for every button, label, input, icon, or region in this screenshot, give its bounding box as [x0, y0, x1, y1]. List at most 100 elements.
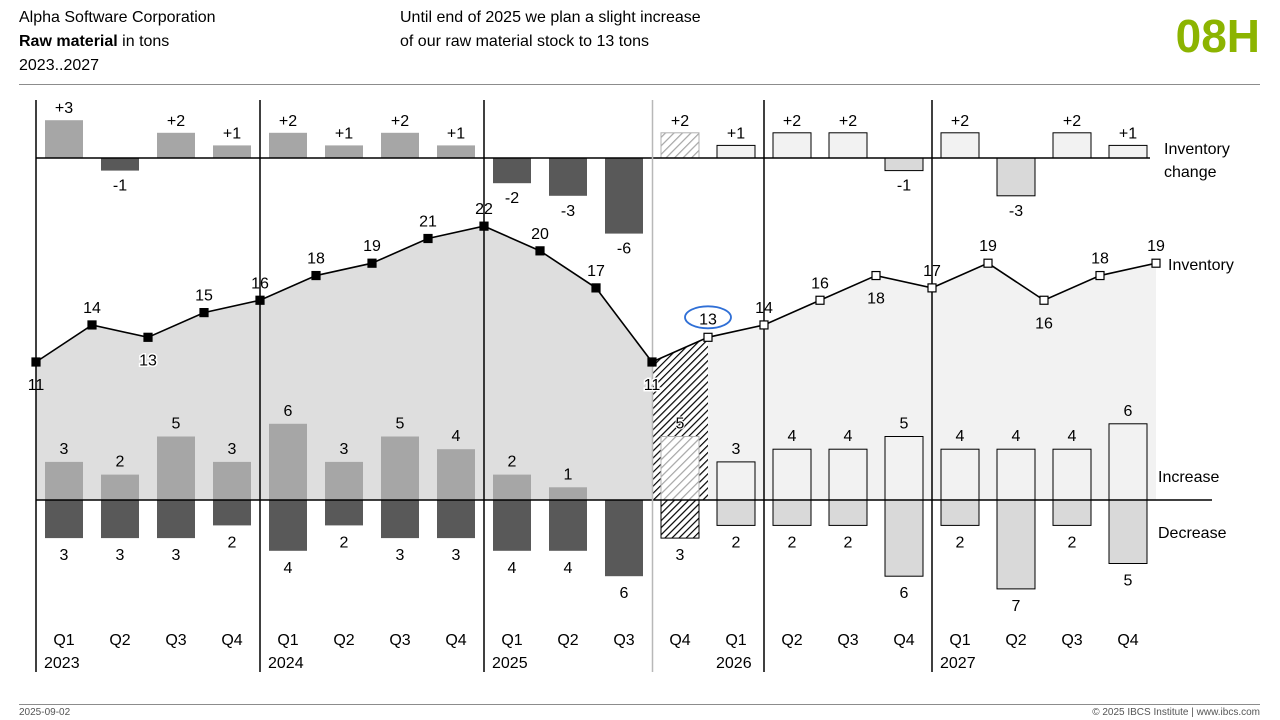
decrease-label: 3 [172, 547, 181, 564]
legend-inventory-change-1: Inventory [1164, 141, 1230, 158]
quarter-label: Q3 [1061, 632, 1082, 649]
inventory-label: 19 [363, 238, 381, 255]
increase-label: 5 [396, 416, 405, 433]
inventory-marker [255, 295, 265, 305]
year-label: 2027 [940, 655, 976, 672]
legend: Inventory change Inventory Increase Decr… [1158, 141, 1234, 542]
decrease-label: 2 [1068, 534, 1077, 551]
change-label: +2 [279, 113, 297, 130]
decrease-label: 2 [732, 534, 741, 551]
decrease-label: 3 [116, 547, 125, 564]
increase-bar [884, 436, 924, 501]
quarter-label: Q3 [613, 632, 634, 649]
inventory-change-bar [940, 132, 980, 159]
change-label: +1 [727, 125, 745, 142]
quarter-label: Q2 [781, 632, 802, 649]
decrease-label: 3 [452, 547, 461, 564]
change-label: +1 [447, 125, 465, 142]
increase-bar [325, 461, 363, 500]
inventory-label: 14 [755, 300, 773, 317]
inventory-label: 13 [139, 352, 157, 369]
inventory-marker [367, 258, 377, 268]
increase-label: 4 [452, 428, 461, 445]
inventory-marker [759, 320, 769, 330]
axes [35, 100, 1212, 672]
decrease-bar [772, 499, 812, 526]
inventory-label: 16 [251, 275, 269, 292]
legend-decrease: Decrease [1158, 525, 1227, 542]
year-label: 2024 [268, 655, 304, 672]
company-name: Alpha Software Corporation [19, 9, 216, 26]
inventory-marker [87, 320, 97, 330]
inventory-label: 17 [923, 263, 941, 280]
increase-label: 5 [172, 416, 181, 433]
change-label: +2 [839, 113, 857, 130]
inventory-marker [311, 270, 321, 281]
inventory-change-bar [996, 157, 1036, 197]
inventory-change-bar [884, 157, 924, 172]
increase-bar [213, 461, 251, 500]
quarter-label: Q4 [1117, 632, 1138, 649]
increase-label: 4 [1068, 428, 1077, 445]
change-label: +3 [55, 100, 73, 117]
increase-label: 2 [508, 454, 517, 471]
decrease-bar [605, 500, 643, 577]
quarter-label: Q2 [109, 632, 130, 649]
inventory-label: 22 [475, 201, 493, 218]
decrease-label: 6 [900, 585, 909, 602]
increase-label: 6 [284, 403, 293, 420]
inventory-change-bar [325, 145, 363, 158]
inventory-marker [815, 295, 825, 305]
change-label: -2 [505, 190, 519, 207]
inventory-label: 18 [1091, 251, 1109, 268]
inventory-label: 17 [587, 263, 605, 280]
footer-rule [19, 704, 1260, 705]
inventory-marker [31, 357, 41, 367]
measure-name: Raw material [19, 33, 118, 50]
decrease-bar [996, 499, 1036, 590]
quarter-label: Q2 [1005, 632, 1026, 649]
inventory-label: 18 [307, 251, 325, 268]
inventory-marker [591, 283, 601, 293]
decrease-label: 7 [1012, 598, 1021, 615]
inventory-label: 11 [28, 377, 45, 394]
increase-bar [660, 436, 700, 501]
change-label: +2 [1063, 113, 1081, 130]
quarter-label: Q3 [837, 632, 858, 649]
increase-label: 5 [676, 416, 685, 433]
decrease-label: 2 [228, 534, 237, 551]
increase-label: 2 [116, 454, 125, 471]
legend-inventory: Inventory [1168, 257, 1234, 274]
inventory-marker [647, 357, 657, 367]
decrease-label: 4 [564, 560, 573, 577]
decrease-bar [101, 500, 139, 539]
decrease-label: 3 [676, 547, 685, 564]
change-label: +2 [671, 113, 689, 130]
quarter-label: Q4 [221, 632, 242, 649]
quarter-label: Q2 [333, 632, 354, 649]
increase-label: 4 [844, 428, 853, 445]
decrease-bar [828, 499, 868, 526]
inventory-change-bar [381, 132, 419, 158]
header-rule [19, 84, 1260, 85]
inventory-label: 20 [531, 226, 549, 243]
decrease-bar [269, 500, 307, 551]
page-id: 08H [1175, 10, 1260, 62]
inventory-marker [703, 332, 713, 342]
decrease-bar [716, 499, 756, 526]
year-label: 2025 [492, 655, 528, 672]
inventory-label: 19 [1147, 238, 1165, 255]
increase-bar [269, 423, 307, 500]
decrease-bar [940, 499, 980, 526]
quarter-label: Q3 [165, 632, 186, 649]
inventory-label: 16 [1035, 315, 1053, 332]
inventory-marker [1039, 295, 1049, 305]
increase-bar [1108, 423, 1148, 501]
decrease-bar [660, 499, 700, 539]
inventory-change-bar [157, 132, 195, 158]
inventory-change-bar [1108, 144, 1148, 159]
inventory-label: 18 [867, 291, 885, 308]
change-label: -3 [561, 203, 575, 220]
increase-bar [437, 449, 475, 500]
change-label: -6 [617, 241, 631, 258]
